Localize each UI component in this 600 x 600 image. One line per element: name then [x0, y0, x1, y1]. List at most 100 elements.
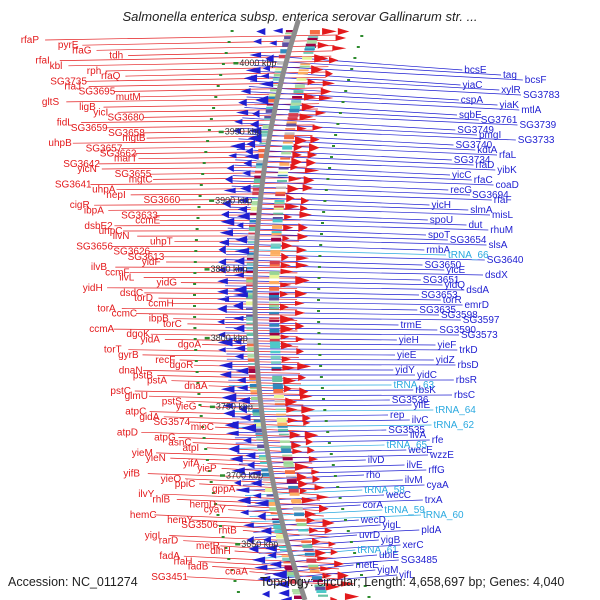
- cog-block: [246, 316, 257, 321]
- cog-block: [305, 46, 315, 50]
- forward-feature: [280, 341, 293, 350]
- cog-block: [270, 254, 281, 257]
- cog-block: [311, 576, 322, 580]
- cog-block: [250, 387, 261, 390]
- cog-block: [288, 113, 299, 117]
- minor-tick: [349, 541, 353, 543]
- minor-tick: [319, 244, 323, 246]
- cog-block: [263, 118, 274, 121]
- reverse-leader-line: [232, 175, 494, 186]
- trna-label: tRNA_65: [387, 440, 428, 451]
- reverse-feature: [233, 315, 244, 321]
- cog-block: [289, 108, 300, 113]
- forward-gene-label: SG3633: [121, 211, 158, 222]
- minor-tick: [221, 536, 225, 538]
- reverse-leader-line: [258, 544, 401, 554]
- cog-block: [294, 84, 305, 88]
- minor-tick: [197, 393, 201, 395]
- minor-tick: [204, 448, 208, 450]
- cog-block: [276, 186, 287, 189]
- reverse-feature: [233, 479, 241, 486]
- forward-gene-label: ibpB: [149, 314, 169, 325]
- reverse-feature: [243, 159, 252, 168]
- cog-block: [303, 548, 314, 551]
- reverse-gene-label: pmgI: [479, 130, 501, 141]
- cog-block: [252, 191, 263, 196]
- forward-leader-line: [220, 545, 335, 554]
- cog-block: [270, 344, 281, 349]
- reverse-feature: [253, 38, 262, 45]
- minor-tick: [202, 162, 206, 164]
- forward-gene-label: marT: [114, 154, 137, 165]
- cog-block: [251, 403, 262, 407]
- forward-gene-label: ilvY: [138, 489, 154, 500]
- forward-feature: [312, 475, 321, 483]
- cog-block: [304, 48, 315, 51]
- forward-feature: [295, 336, 306, 342]
- kbp-tick: [209, 199, 215, 202]
- forward-gene-label: ibpA: [84, 205, 104, 216]
- cog-block: [306, 40, 317, 44]
- forward-feature: [337, 28, 350, 35]
- minor-tick: [219, 525, 222, 527]
- cog-block: [246, 262, 257, 266]
- cog-block: [309, 30, 320, 35]
- reverse-leader-line: [225, 274, 421, 281]
- forward-feature: [289, 431, 301, 440]
- reverse-feature: [229, 455, 243, 463]
- cog-block: [278, 428, 289, 432]
- cog-block: [272, 224, 283, 229]
- cog-block: [306, 558, 317, 563]
- minor-tick: [230, 30, 234, 32]
- forward-feature: [314, 54, 329, 63]
- cog-block: [246, 293, 256, 296]
- cog-block: [289, 492, 300, 496]
- reverse-gene-label: SG3650: [425, 260, 462, 271]
- cog-block: [318, 594, 328, 597]
- cog-block: [298, 529, 309, 532]
- reverse-feature: [233, 324, 245, 333]
- reverse-feature: [272, 28, 283, 34]
- forward-feature: [296, 125, 307, 132]
- reverse-feature: [245, 452, 256, 460]
- forward-gene-label: yidH: [83, 283, 103, 294]
- forward-feature: [299, 393, 313, 400]
- minor-tick: [233, 580, 237, 582]
- cog-block: [278, 54, 289, 59]
- forward-feature: [286, 406, 298, 413]
- forward-feature: [301, 405, 316, 414]
- reverse-gene-label: recG: [450, 185, 472, 196]
- cog-block: [246, 277, 257, 282]
- cog-block: [260, 133, 271, 137]
- reverse-gene-label: xylR: [501, 85, 520, 96]
- reverse-leader-line: [251, 75, 500, 91]
- kbp-tick: [204, 336, 210, 340]
- reverse-feature: [260, 527, 272, 535]
- forward-feature: [296, 348, 305, 355]
- reverse-leader-line: [253, 524, 381, 533]
- reverse-feature: [260, 73, 269, 79]
- cog-block: [269, 323, 280, 327]
- minor-tick: [193, 305, 196, 307]
- forward-feature: [310, 135, 320, 144]
- forward-feature: [329, 56, 339, 64]
- reverse-feature: [221, 210, 230, 219]
- minor-tick: [193, 327, 197, 329]
- minor-tick: [214, 96, 218, 98]
- reverse-leader-line: [226, 238, 487, 246]
- forward-gene-label: uhpT: [150, 236, 173, 247]
- reverse-leader-line: [225, 285, 465, 291]
- reverse-feature: [250, 479, 262, 487]
- minor-tick: [320, 233, 323, 235]
- forward-leader-line: [72, 140, 312, 144]
- forward-feature: [295, 309, 306, 316]
- reverse-gene-label: dsdX: [485, 270, 508, 281]
- reverse-feature: [239, 414, 251, 422]
- minor-tick: [334, 134, 338, 136]
- reverse-feature: [219, 229, 233, 237]
- cog-block: [315, 586, 326, 591]
- forward-feature: [308, 143, 320, 153]
- cog-block: [277, 422, 288, 427]
- forward-feature: [320, 87, 332, 96]
- minor-tick: [209, 481, 213, 483]
